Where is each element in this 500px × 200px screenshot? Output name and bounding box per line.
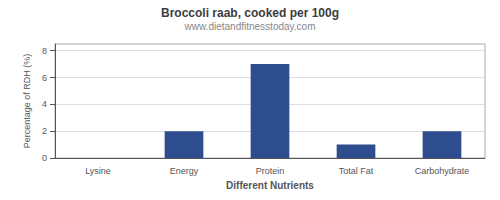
svg-text:Broccoli raab, cooked per 100g: Broccoli raab, cooked per 100g — [161, 6, 339, 20]
svg-text:Total Fat: Total Fat — [339, 166, 374, 176]
svg-text:4: 4 — [42, 99, 47, 109]
svg-text:Energy: Energy — [170, 166, 199, 176]
svg-text:Percentage of RDH (%): Percentage of RDH (%) — [22, 54, 32, 149]
svg-text:6: 6 — [42, 73, 47, 83]
svg-text:Lysine: Lysine — [85, 166, 111, 176]
svg-text:www.dietandfitnesstoday.com: www.dietandfitnesstoday.com — [184, 21, 316, 32]
svg-text:Protein: Protein — [256, 166, 285, 176]
svg-text:Different Nutrients: Different Nutrients — [226, 180, 314, 191]
svg-text:8: 8 — [42, 46, 47, 56]
svg-text:Carbohydrate: Carbohydrate — [415, 166, 470, 176]
svg-text:0: 0 — [42, 153, 47, 163]
svg-text:2: 2 — [42, 126, 47, 136]
